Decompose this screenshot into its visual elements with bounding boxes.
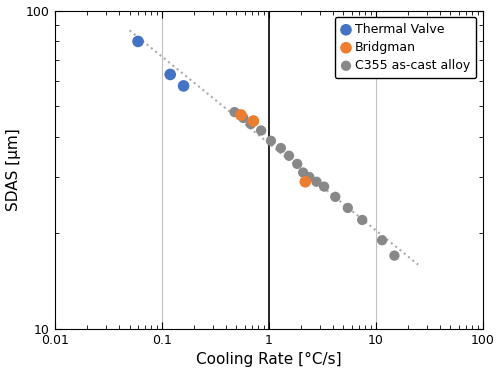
C355 as-cast alloy (332, 194, 340, 200)
Legend: Thermal Valve, Bridgman, C355 as-cast alloy: Thermal Valve, Bridgman, C355 as-cast al… (335, 17, 476, 78)
C355 as-cast alloy (293, 161, 301, 167)
C355 as-cast alloy (240, 115, 248, 121)
C355 as-cast alloy (285, 153, 293, 159)
C355 as-cast alloy (320, 184, 328, 189)
Thermal Valve (166, 72, 174, 78)
X-axis label: Cooling Rate [°C/s]: Cooling Rate [°C/s] (196, 352, 342, 367)
Bridgman (302, 179, 310, 185)
C355 as-cast alloy (257, 128, 265, 134)
C355 as-cast alloy (344, 205, 352, 211)
Thermal Valve (180, 83, 188, 89)
C355 as-cast alloy (247, 121, 255, 127)
Y-axis label: SDAS [μm]: SDAS [μm] (6, 128, 20, 211)
Thermal Valve (134, 38, 142, 44)
C355 as-cast alloy (299, 170, 307, 176)
Bridgman (250, 118, 258, 124)
C355 as-cast alloy (378, 237, 386, 243)
C355 as-cast alloy (230, 109, 238, 115)
C355 as-cast alloy (267, 138, 275, 144)
Bridgman (237, 112, 245, 118)
C355 as-cast alloy (306, 174, 314, 180)
C355 as-cast alloy (390, 253, 398, 258)
C355 as-cast alloy (358, 217, 366, 223)
C355 as-cast alloy (277, 145, 285, 151)
C355 as-cast alloy (312, 179, 320, 185)
